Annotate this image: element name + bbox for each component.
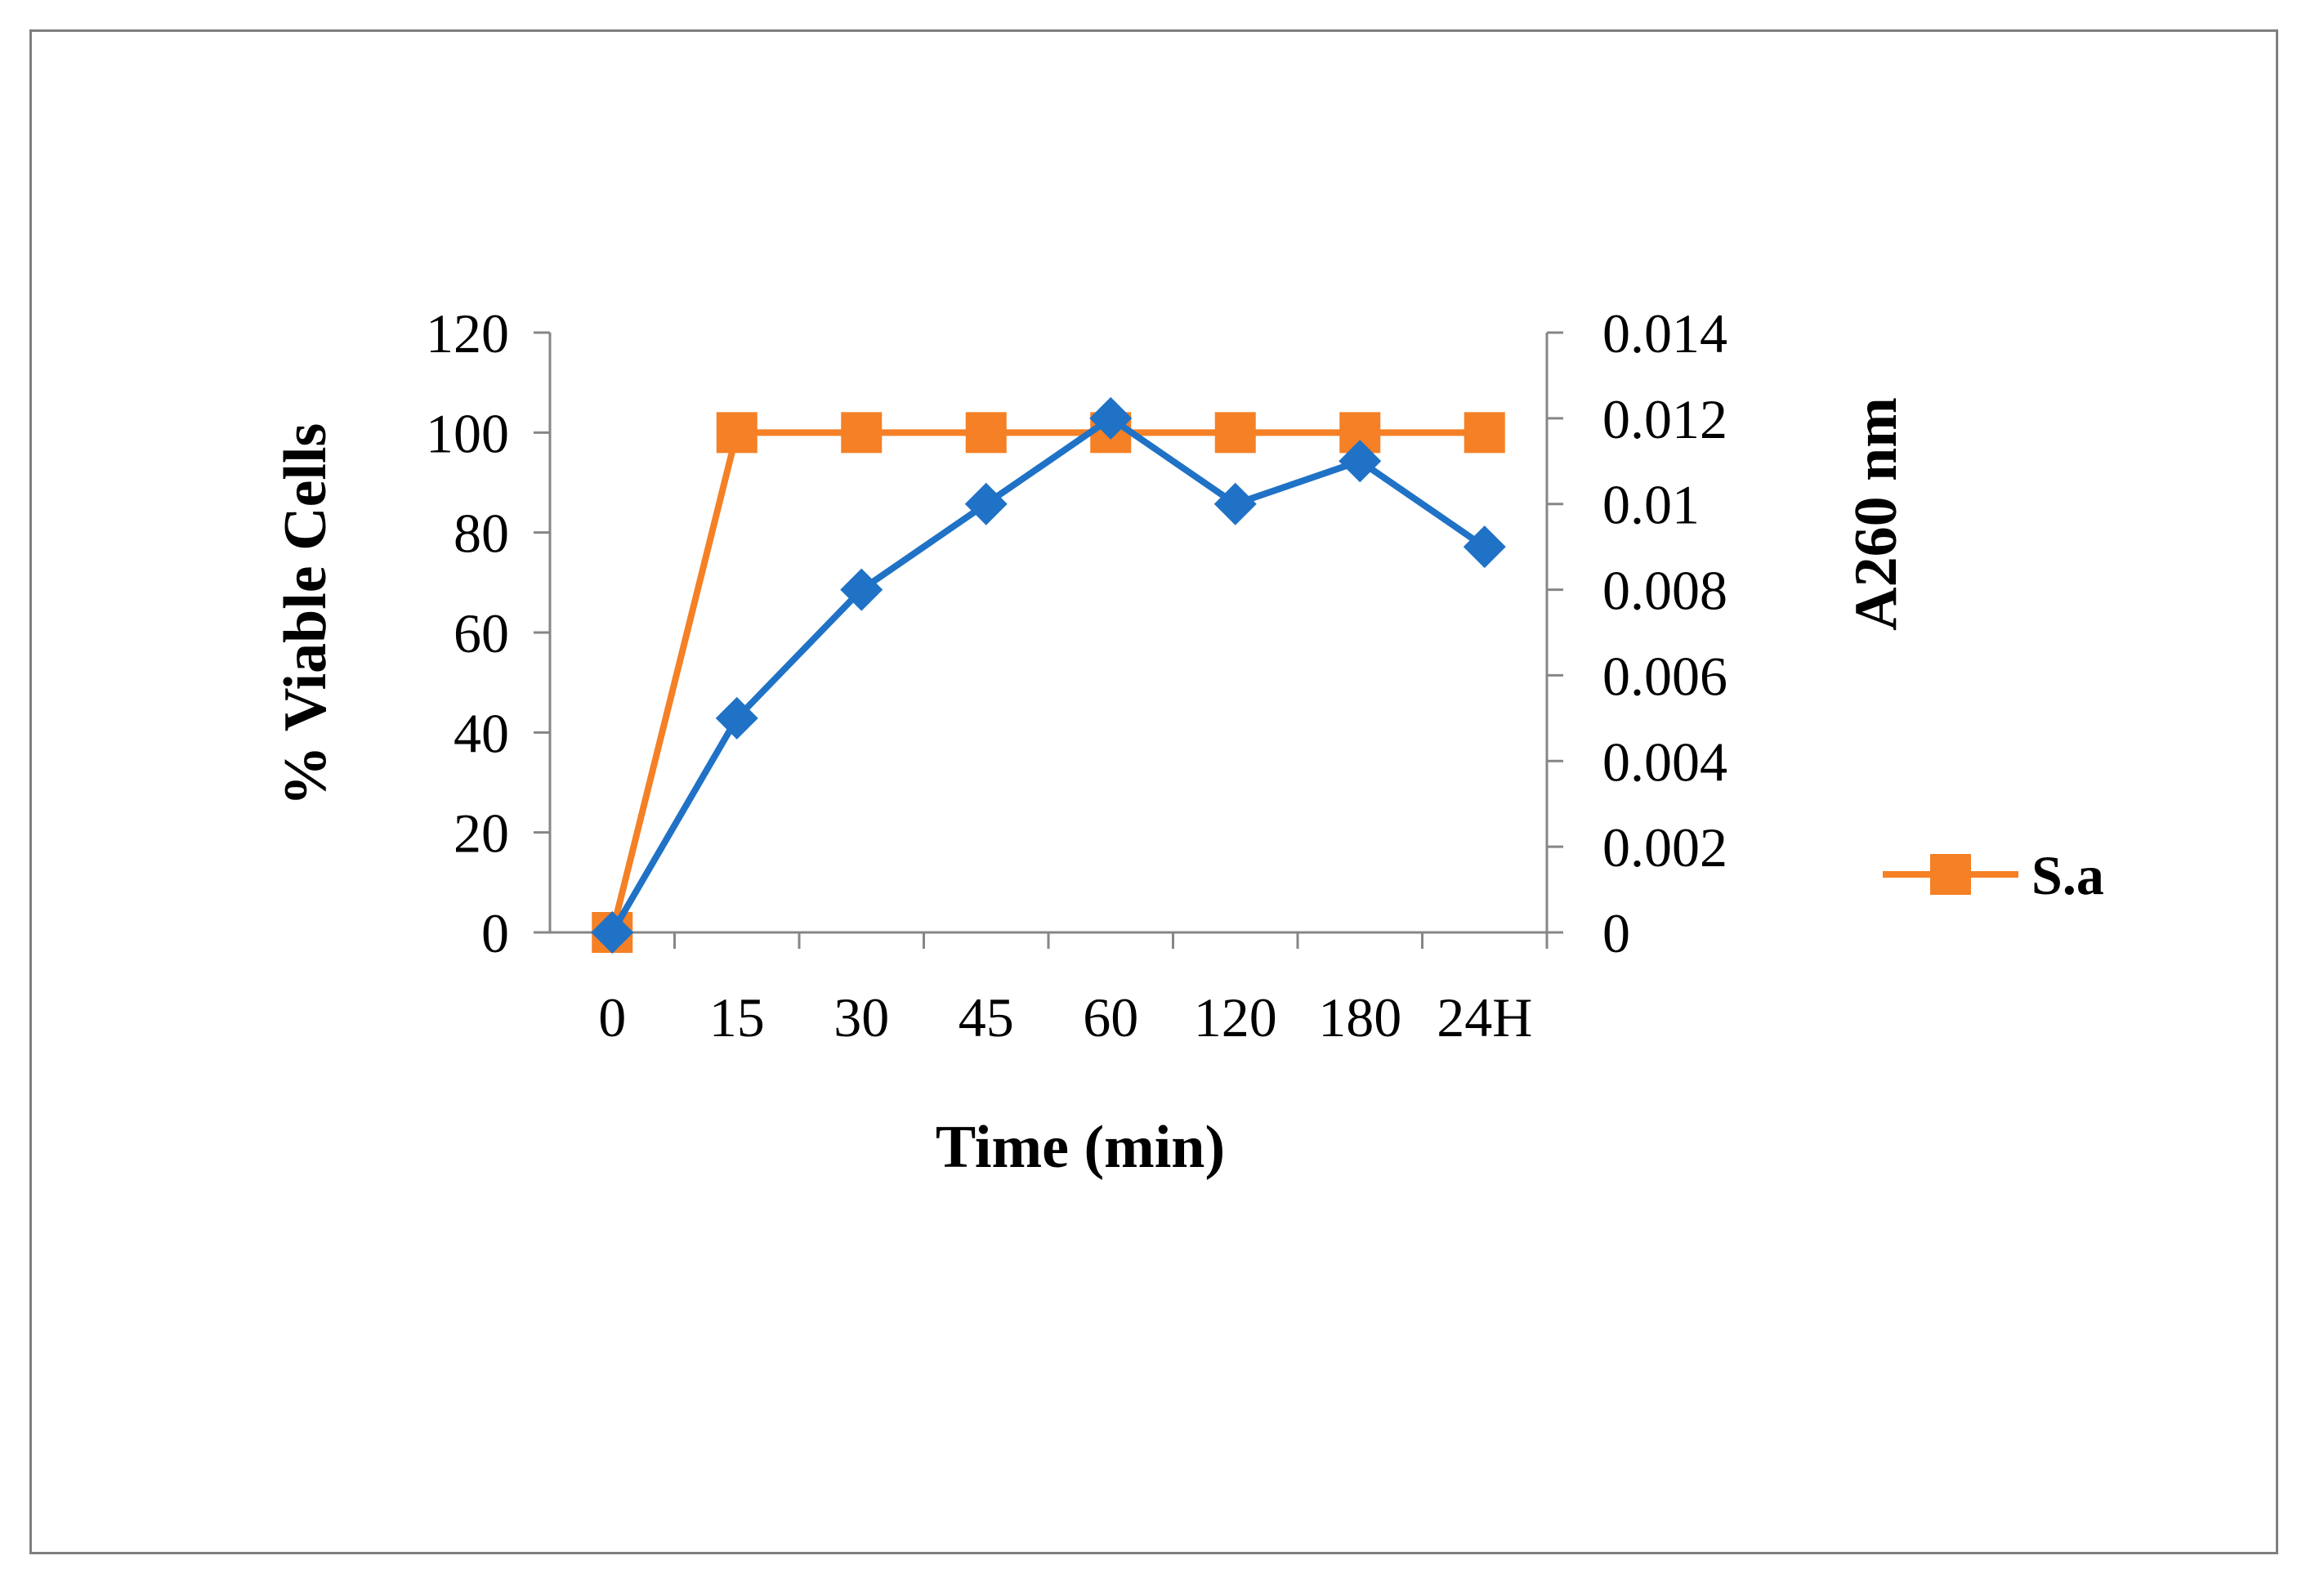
sa-square-marker [841, 412, 883, 454]
y-tick-label: 60 [454, 602, 509, 664]
sa-series-line [609, 429, 1485, 933]
y-axis-title: % Viable Cells [272, 423, 339, 807]
y-tick-label: 0 [481, 902, 509, 964]
y2-tick-label: 0 [1602, 902, 1630, 964]
x-tick-label: 24H [1437, 986, 1532, 1048]
x-tick-label: 120 [1194, 986, 1277, 1048]
sa-square-marker [1464, 412, 1505, 454]
x-tick-label: 30 [834, 986, 889, 1048]
a260-diamond-marker [1213, 482, 1257, 525]
x-tick-label: 45 [959, 986, 1014, 1048]
sa-square-marker [716, 412, 758, 454]
y-tick-label: 120 [426, 302, 509, 364]
a260-diamond-marker [591, 911, 634, 954]
sa-square-marker [965, 412, 1007, 454]
y2-tick-label: 0.004 [1602, 731, 1727, 793]
a260-diamond-marker [840, 568, 883, 611]
a260-diamond-marker [964, 482, 1008, 525]
y-tick-label: 20 [454, 802, 509, 865]
y2-tick-label: 0.002 [1602, 816, 1727, 878]
legend: S.a [1883, 844, 2104, 906]
y-tick-label: 80 [454, 503, 509, 565]
y2-axis-title: A260 nm [1843, 397, 1910, 631]
x-axis-title: Time (min) [936, 1114, 1225, 1181]
a260-diamond-marker [1463, 525, 1506, 569]
legend-label: S.a [2031, 844, 2104, 906]
y2-tick-label: 0.006 [1602, 645, 1727, 707]
y-tick-label: 100 [426, 402, 509, 464]
a260-diamond-marker [1089, 396, 1133, 440]
y2-tick-label: 0.014 [1602, 302, 1727, 364]
labels: Time (min) % Viable Cells A260 nm 0 20 40 6… [272, 302, 1910, 1181]
x-tick-label: 60 [1083, 986, 1138, 1048]
legend-square-marker [1930, 854, 1971, 895]
a260-diamond-marker [715, 696, 758, 740]
y2-tick-label: 0.012 [1602, 388, 1727, 450]
x-tick-label: 15 [709, 986, 765, 1048]
sa-square-marker [1214, 412, 1256, 454]
axes [534, 331, 1563, 949]
y2-tick-label: 0.008 [1602, 560, 1727, 622]
x-tick-label: 0 [598, 986, 626, 1048]
series [591, 396, 1506, 954]
chart-frame [29, 29, 2278, 1554]
a260-diamond-marker [1339, 440, 1382, 483]
a260-series-line [609, 414, 1487, 935]
x-tick-label: 180 [1318, 986, 1401, 1048]
y2-tick-label: 0.01 [1602, 474, 1700, 536]
y-tick-label: 40 [454, 702, 509, 764]
